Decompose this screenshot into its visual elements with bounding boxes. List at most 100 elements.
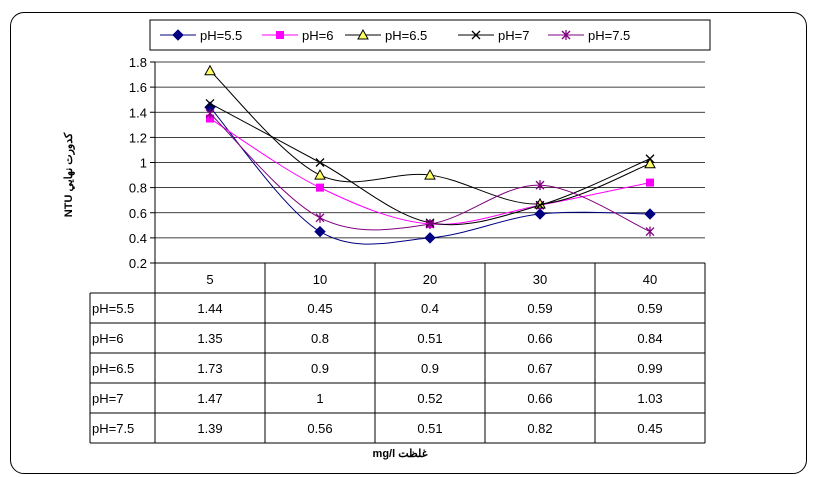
marker-shape: [314, 169, 326, 180]
table-row-label: pH=5.5: [92, 301, 134, 316]
marker-stroke: [315, 158, 325, 167]
table-cell: 0.51: [417, 331, 442, 346]
legend-entry: pH=5.5: [160, 28, 242, 43]
y-tick-label: 0.4: [129, 231, 147, 246]
table-row-label: pH=7: [92, 391, 123, 406]
y-axis-title: كدورت نهايي NTU: [63, 132, 76, 217]
series-pH=7.5: [205, 108, 655, 237]
data-point: [535, 200, 545, 210]
table-cell: 0.66: [527, 391, 552, 406]
table-row-label: pH=6.5: [92, 361, 134, 376]
legend-entry: pH=7.5: [548, 28, 630, 43]
y-tick-label: 1.8: [129, 55, 147, 70]
marker-shape: [357, 28, 369, 40]
y-tick-label: 0.8: [129, 181, 147, 196]
legend-label: pH=5.5: [200, 28, 242, 43]
table-cell: 0.45: [637, 421, 662, 436]
legend-entry: pH=6: [262, 28, 333, 43]
data-point: [204, 64, 216, 76]
legend-label: pH=6.5: [385, 28, 427, 43]
table-cell: 0.59: [527, 301, 552, 316]
y-tick-label: 1.2: [129, 130, 147, 145]
table-cell: 0.45: [307, 301, 332, 316]
data-point: [206, 114, 214, 123]
data-point: [315, 158, 325, 167]
table-cell: 1.47: [197, 391, 222, 406]
y-tick-label: 1.6: [129, 80, 147, 95]
data-point: [534, 208, 546, 220]
legend-marker: [276, 31, 284, 39]
data-point: [424, 169, 436, 180]
legend-label: pH=7.5: [588, 28, 630, 43]
data-point: [645, 154, 655, 164]
table-cell: 1.44: [197, 301, 222, 316]
data-point: [645, 226, 655, 237]
legend-marker: [471, 30, 481, 40]
marker-shape: [644, 157, 656, 169]
y-axis-ticks: 0.2 0.4 0.6 0.8 1 1.2 1.4 1.6 1.8: [129, 55, 155, 271]
y-tick-label: 1.4: [129, 105, 147, 120]
x-tick-label: 5: [206, 272, 213, 287]
table-cell: 0.56: [307, 421, 332, 436]
table-cell: 1.73: [197, 361, 222, 376]
data-point: [314, 225, 326, 238]
table-cell: 0.4: [421, 301, 439, 316]
table-cell: 0.9: [311, 361, 329, 376]
legend-entry: pH=6.5: [345, 28, 427, 43]
table-cell: 1.35: [197, 331, 222, 346]
data-point: [644, 157, 656, 169]
series-line: [209, 103, 651, 226]
marker-shape: [534, 208, 546, 220]
data-point: [316, 183, 324, 192]
x-tick-label: 40: [643, 272, 657, 287]
marker-shape: [314, 225, 326, 238]
y-tick-label: 0.6: [129, 206, 147, 221]
legend-marker: [357, 28, 369, 40]
data-point: [205, 98, 215, 108]
table-row-label: pH=7.5: [92, 421, 134, 436]
marker-stroke: [535, 200, 545, 210]
marker-shape: [424, 232, 436, 244]
legend-entry: pH=7: [458, 28, 529, 43]
x-axis-title: غلظت mg/l: [373, 448, 428, 460]
table-cell: 1.39: [197, 421, 222, 436]
plot-area: [204, 64, 656, 245]
table-cell: 0.82: [527, 421, 552, 436]
table-cell: 0.66: [527, 331, 552, 346]
y-tick-label: 1: [140, 156, 147, 171]
table-cell: 0.8: [311, 331, 329, 346]
data-point: [314, 169, 326, 180]
table-cell: 0.52: [417, 391, 442, 406]
y-tick-label: 0.2: [129, 256, 147, 271]
legend-marker: [561, 30, 571, 40]
legend-box: [149, 19, 711, 51]
legend: pH=5.5 pH=6 pH=6.5 pH=7 pH=7.5: [149, 19, 711, 51]
marker-stroke: [471, 30, 481, 40]
marker-shape: [276, 31, 284, 39]
marker-stroke: [645, 154, 655, 164]
legend-label: pH=6: [302, 28, 333, 43]
data-point: [424, 232, 436, 244]
table-cell: 0.9: [421, 361, 439, 376]
marker-shape: [204, 64, 216, 76]
legend-marker: [172, 29, 184, 41]
marker-stroke: [205, 98, 215, 108]
data-point: [425, 219, 435, 230]
data-point: [644, 208, 656, 220]
x-tick-label: 30: [533, 272, 547, 287]
series-pH=7: [205, 98, 655, 228]
table-cell: 0.84: [637, 331, 662, 346]
chart-frame: [10, 12, 807, 474]
data-point: [646, 178, 654, 187]
marker-shape: [424, 169, 436, 180]
table-cell: 0.99: [637, 361, 662, 376]
table-cell: 0.67: [527, 361, 552, 376]
table-cell: 1: [316, 391, 323, 406]
marker-shape: [644, 208, 656, 220]
marker-shape: [172, 29, 184, 41]
data-point: [205, 108, 215, 119]
table-cell: 1.03: [637, 391, 662, 406]
data-point: [535, 180, 545, 191]
marker-shape: [206, 114, 214, 123]
